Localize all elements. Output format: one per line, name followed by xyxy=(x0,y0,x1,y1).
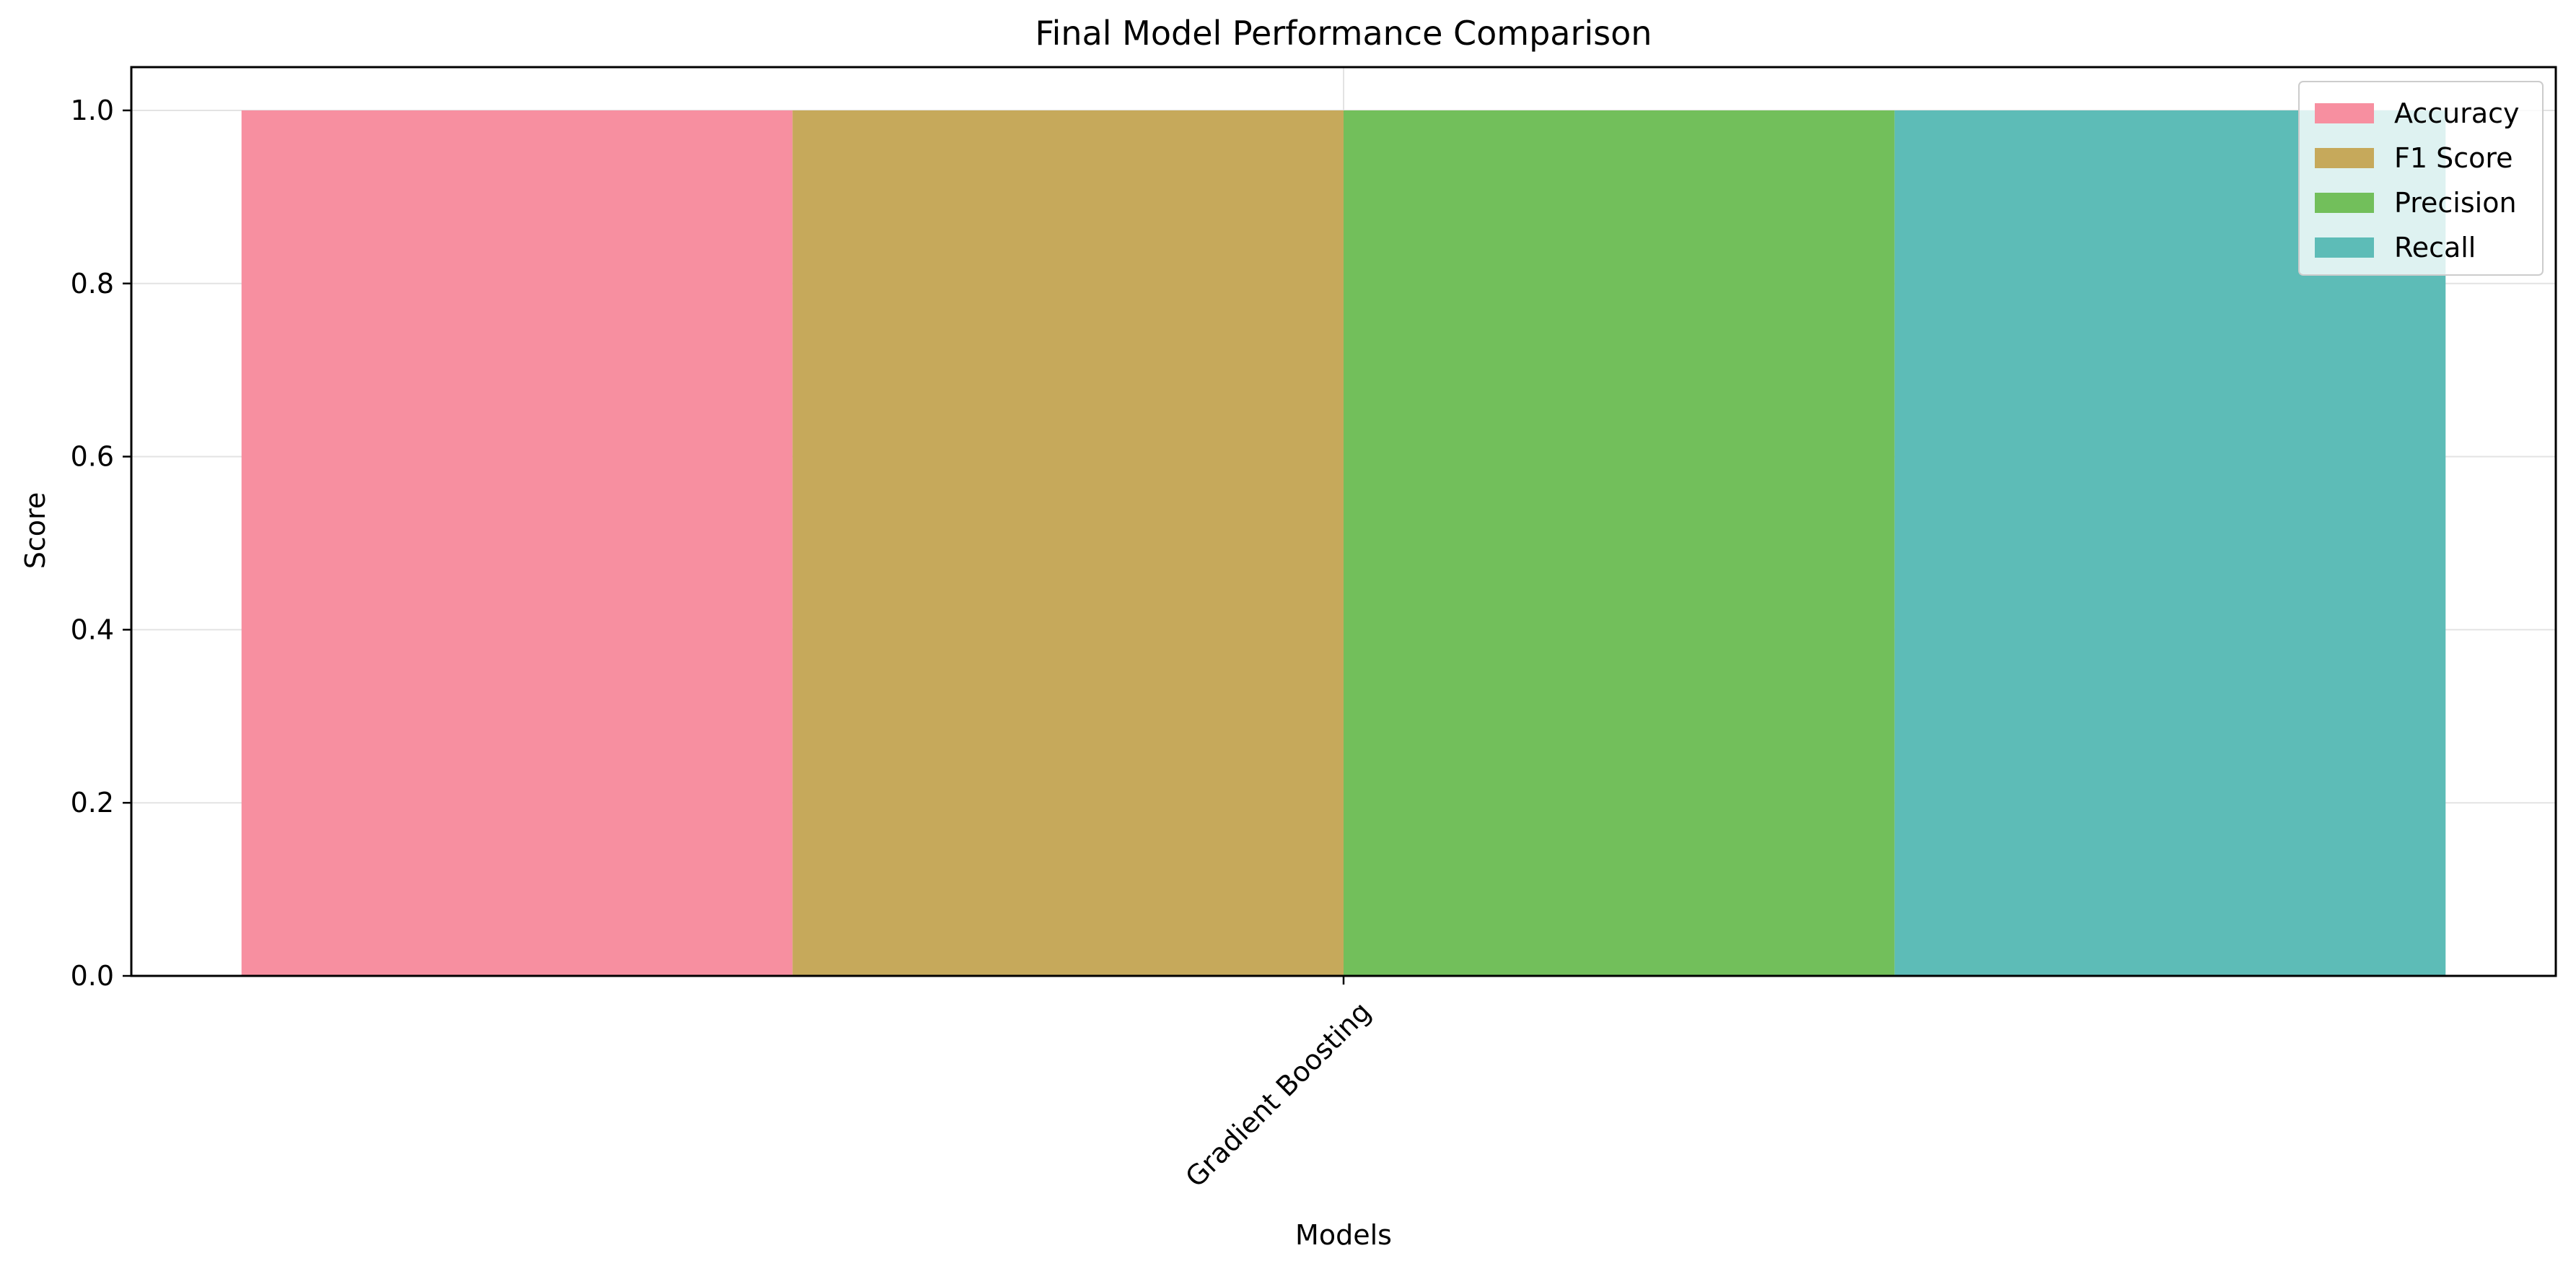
plot-area: 0.00.20.40.60.81.0 Gradient Boosting xyxy=(71,66,2557,1193)
bars xyxy=(241,110,2446,976)
bar-accuracy xyxy=(241,110,793,976)
legend-swatch xyxy=(2315,103,2374,123)
x-axis-label: Models xyxy=(1295,1219,1392,1251)
legend: Accuracy F1 Score Precision Recall xyxy=(2298,81,2544,276)
y-tick-label: 0.2 xyxy=(71,787,114,819)
y-tick-label: 0.0 xyxy=(71,960,114,992)
y-tick-label: 0.4 xyxy=(71,614,114,645)
bar-precision xyxy=(1344,110,1895,976)
legend-label: Recall xyxy=(2394,232,2476,263)
y-tick-label: 0.8 xyxy=(71,268,114,300)
y-axis-ticks: 0.0 0.2 0.4 0.6 0.8 1.0 xyxy=(71,95,131,992)
bar-f1-score xyxy=(792,110,1344,976)
legend-label: Precision xyxy=(2394,187,2517,219)
y-axis-label: Score xyxy=(19,492,51,569)
legend-frame xyxy=(2298,81,2544,276)
legend-label: F1 Score xyxy=(2394,142,2513,174)
chart-title: Final Model Performance Comparison xyxy=(1035,14,1652,53)
legend-label: Accuracy xyxy=(2394,97,2520,129)
legend-swatch xyxy=(2315,148,2374,168)
y-tick-label: 0.6 xyxy=(71,441,114,473)
legend-swatch xyxy=(2315,237,2374,258)
legend-swatch xyxy=(2315,193,2374,213)
y-tick-label: 1.0 xyxy=(71,95,114,126)
